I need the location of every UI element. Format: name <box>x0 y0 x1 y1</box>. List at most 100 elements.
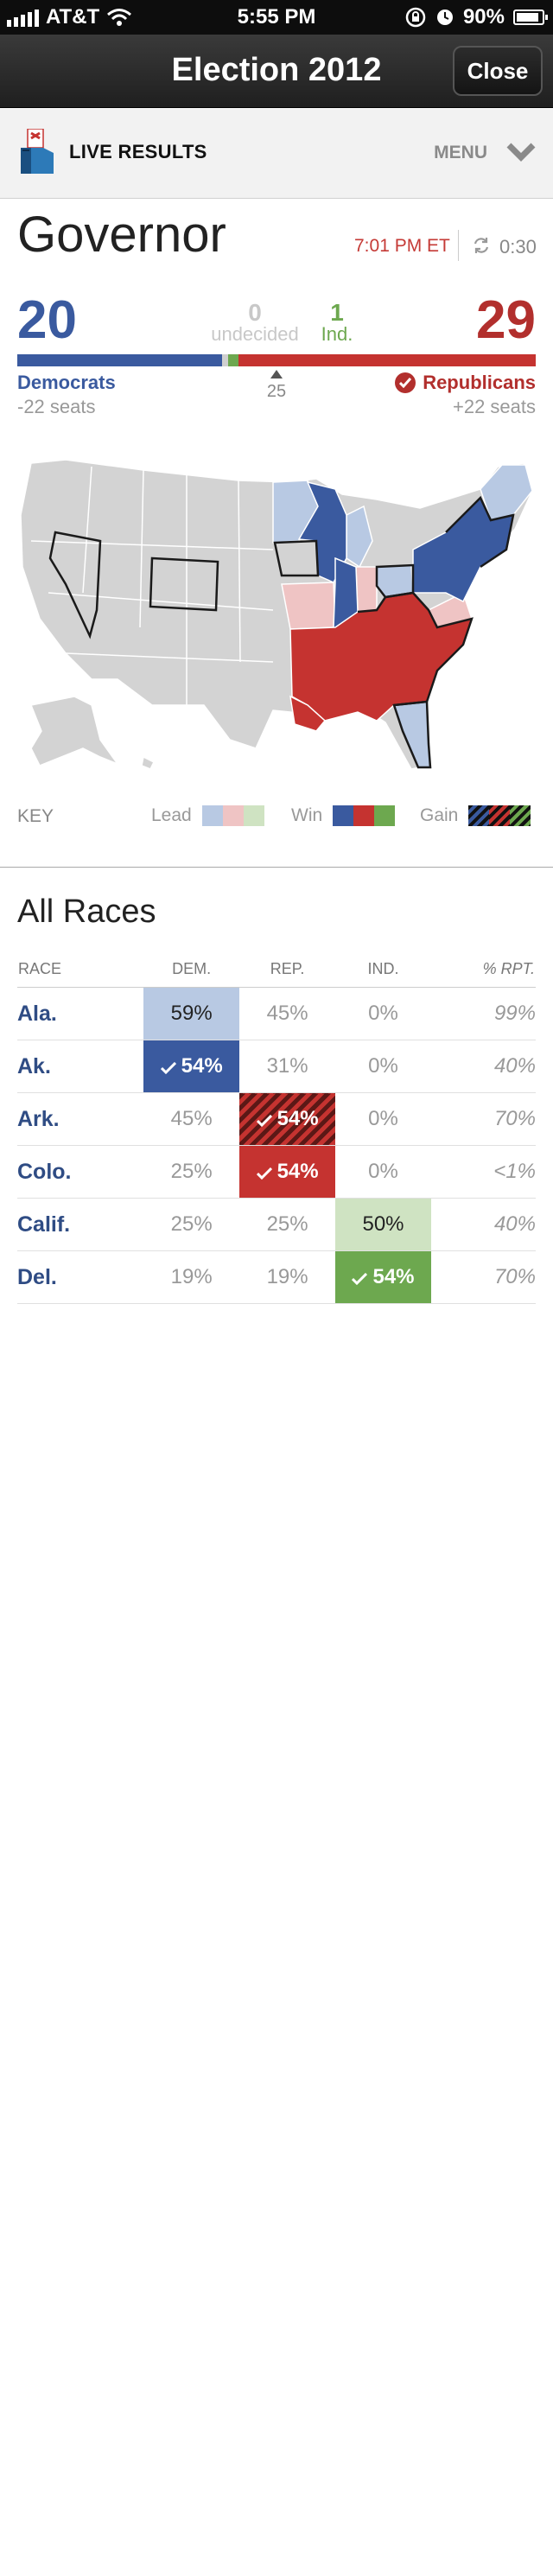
race-state[interactable]: Ark. <box>17 1092 144 1146</box>
ballot-box-icon <box>21 129 54 174</box>
race-rep-pct: 31% <box>239 1040 336 1093</box>
table-row[interactable]: Ak. 54% 31% 0% 40% <box>17 1040 536 1093</box>
key-gain-rep-swatch <box>489 805 511 826</box>
key-lead-rep-swatch <box>222 805 244 826</box>
race-dem-pct: 59% <box>143 987 240 1040</box>
race-dem-pct: 19% <box>143 1250 240 1304</box>
gain-outline-south <box>357 591 474 707</box>
status-left: AT&T <box>7 5 132 29</box>
dem-seat-count: 20 <box>17 290 77 350</box>
status-bar: AT&T 5:55 PM 90% <box>0 0 553 35</box>
gain-outline-iowa <box>273 539 320 577</box>
menu-button[interactable]: MENU <box>434 143 487 162</box>
chevron-down-icon[interactable] <box>506 141 536 163</box>
ind-seat-count: 1 <box>330 299 344 326</box>
gain-outline-florida <box>392 700 432 769</box>
close-button[interactable]: Close <box>453 46 543 96</box>
refresh-countdown: 0:30 <box>499 236 537 258</box>
col-race: RACE <box>17 951 144 988</box>
key-lead-label: Lead <box>151 805 192 825</box>
check-icon <box>160 1062 176 1074</box>
undecided-label: undecided <box>211 323 299 345</box>
status-right: 90% <box>404 5 548 29</box>
gain-outline-nevada <box>48 531 102 639</box>
races-table: RACE DEM. REP. IND. % RPT. Ala. 59% 45% … <box>17 951 536 1304</box>
seat-bar-ind <box>228 354 239 366</box>
seat-bar-undecided <box>222 354 229 366</box>
race-rep-pct: 54% <box>239 1145 336 1199</box>
key-lead: Lead <box>151 805 264 826</box>
state-borders <box>30 466 274 705</box>
rep-seat-change: +22 seats <box>452 396 536 417</box>
race-ind-pct: 50% <box>335 1198 431 1251</box>
dem-party-label: Democrats <box>17 372 116 393</box>
col-rpt: % RPT. <box>430 951 536 988</box>
race-rep-pct: 54% <box>239 1092 336 1146</box>
col-rep: REP. <box>239 951 336 988</box>
race-reporting: 40% <box>430 1198 536 1251</box>
rep-lead-region-missouri <box>281 582 336 630</box>
race-rep-value: 54% <box>276 1107 319 1130</box>
rep-win-region-louisiana <box>289 695 327 732</box>
gain-outline-colorado <box>149 557 219 612</box>
carrier-label: AT&T <box>46 5 100 29</box>
rotation-lock-icon <box>405 7 426 28</box>
races-table-header: RACE DEM. REP. IND. % RPT. <box>17 951 536 988</box>
key-gain: Gain <box>420 805 531 826</box>
refresh-icon[interactable] <box>471 235 492 256</box>
dem-seat-change: -22 seats <box>17 396 96 417</box>
race-reporting: <1% <box>430 1145 536 1199</box>
race-reporting: 40% <box>430 1040 536 1093</box>
race-dem-pct: 25% <box>143 1198 240 1251</box>
seat-bar <box>17 354 536 366</box>
key-win: Win <box>291 805 396 826</box>
signal-icon <box>7 8 39 27</box>
race-state[interactable]: Del. <box>17 1250 144 1304</box>
race-ind-pct: 0% <box>335 1092 431 1146</box>
check-icon <box>352 1273 368 1285</box>
key-gain-dem-swatch <box>468 805 490 826</box>
key-label: KEY <box>17 806 54 826</box>
rep-lead-region-indiana <box>355 566 378 613</box>
key-win-ind-swatch <box>374 805 396 826</box>
race-rep-pct: 19% <box>239 1250 336 1304</box>
battery-percent: 90% <box>462 5 505 29</box>
live-results-label: LIVE RESULTS <box>69 141 207 162</box>
all-races-title: All Races <box>17 894 156 930</box>
race-ind-pct: 0% <box>335 1040 431 1093</box>
check-icon <box>256 1115 272 1127</box>
wifi-icon <box>107 9 132 26</box>
undecided-count: 0 <box>248 299 262 326</box>
race-state[interactable]: Colo. <box>17 1145 144 1199</box>
nav-bar: Election 2012 Close <box>0 35 553 108</box>
race-rep-value: 54% <box>276 1160 319 1183</box>
race-ind-pct: 0% <box>335 1145 431 1199</box>
race-dem-pct: 54% <box>143 1040 240 1093</box>
alaska-map <box>29 696 120 766</box>
race-dem-pct: 25% <box>143 1145 240 1199</box>
table-row[interactable]: Del. 19% 19% 54% 70% <box>17 1250 536 1304</box>
race-state[interactable]: Ala. <box>17 987 144 1040</box>
race-ind-pct: 0% <box>335 987 431 1040</box>
race-state[interactable]: Ak. <box>17 1040 144 1093</box>
hawaii-map <box>141 755 156 770</box>
alarm-icon <box>436 10 453 25</box>
key-gain-ind-swatch <box>510 805 531 826</box>
winner-check-icon <box>395 372 416 393</box>
race-dem-pct: 45% <box>143 1092 240 1146</box>
live-results-header: LIVE RESULTS MENU <box>0 108 553 199</box>
race-dem-value: 54% <box>181 1054 223 1078</box>
status-time: 5:55 PM <box>237 5 316 29</box>
race-rep-pct: 25% <box>239 1198 336 1251</box>
table-row[interactable]: Ala. 59% 45% 0% 99% <box>17 987 536 1040</box>
dem-lead-region-maine <box>480 464 533 521</box>
race-state[interactable]: Calif. <box>17 1198 144 1251</box>
table-row[interactable]: Colo. 25% 54% 0% <1% <box>17 1145 536 1199</box>
ind-label: Ind. <box>321 323 353 345</box>
key-win-dem-swatch <box>333 805 354 826</box>
table-row[interactable]: Calif. 25% 25% 50% 40% <box>17 1198 536 1251</box>
us-governor-map[interactable] <box>14 446 539 783</box>
updated-time: 7:01 PM ET <box>354 236 450 256</box>
race-reporting: 70% <box>430 1250 536 1304</box>
table-row[interactable]: Ark. 45% 54% 0% 70% <box>17 1092 536 1146</box>
